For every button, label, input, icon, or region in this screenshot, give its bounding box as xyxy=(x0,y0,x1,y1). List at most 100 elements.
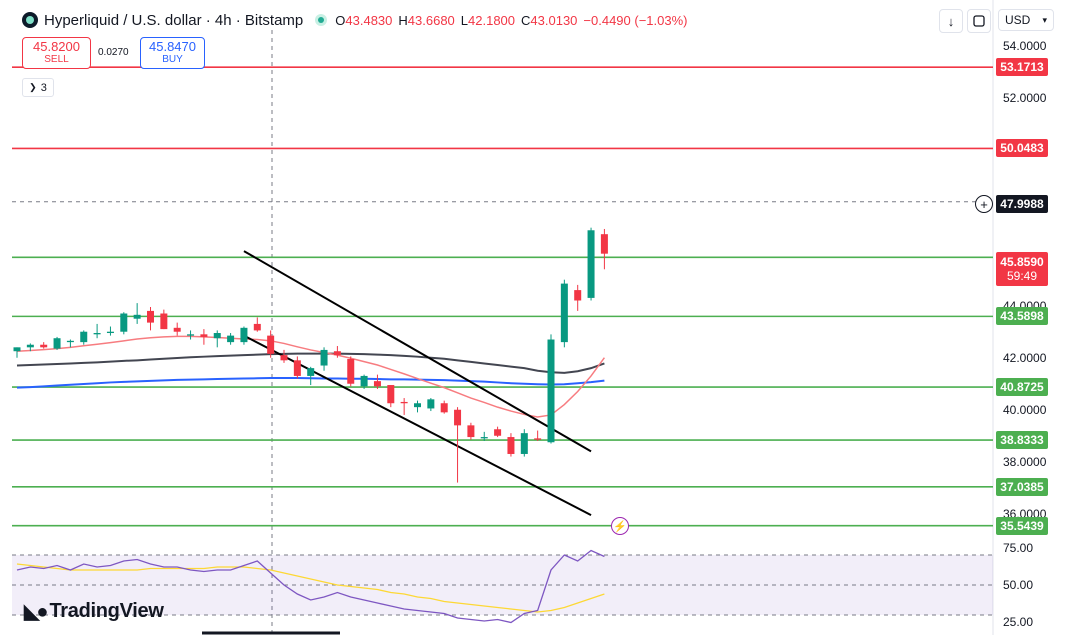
candle xyxy=(414,400,421,413)
candle-body xyxy=(373,381,381,387)
candle-body xyxy=(480,437,488,439)
sell-button[interactable]: 45.8200 SELL xyxy=(22,37,91,69)
crosshair-price-tag: 47.9988 xyxy=(996,195,1048,213)
buy-button[interactable]: 45.8470 BUY xyxy=(140,37,205,69)
currency-select[interactable]: USD ▾ xyxy=(998,9,1054,31)
candle xyxy=(120,312,128,335)
candle xyxy=(534,430,542,441)
candle xyxy=(494,426,502,438)
current-price-tag: 45.8590 59:49 xyxy=(996,252,1048,286)
candle xyxy=(200,329,208,345)
candle xyxy=(53,336,61,350)
candle-body xyxy=(253,323,261,331)
candle xyxy=(293,356,301,379)
oscillator-tick-label: 50.00 xyxy=(1003,578,1034,592)
candle-body xyxy=(213,333,221,339)
screenshot-button[interactable] xyxy=(967,9,991,33)
bar-countdown: 59:49 xyxy=(1006,269,1038,283)
candle-body xyxy=(440,403,448,413)
candle xyxy=(320,347,328,371)
ohlc-high: H43.6680 xyxy=(398,12,455,28)
rsi-line xyxy=(16,549,605,624)
candle xyxy=(427,398,435,412)
candle xyxy=(40,342,48,349)
symbol-title[interactable]: Hyperliquid / U.S. dollar · 4h · Bitstam… xyxy=(44,11,304,29)
lightning-icon[interactable]: ⚡ xyxy=(611,517,629,535)
candle-body xyxy=(173,327,181,332)
candle-body xyxy=(26,344,34,348)
candle-body xyxy=(240,327,248,343)
indicator-count: 3 xyxy=(40,81,47,94)
sell-price: 45.8200 xyxy=(33,39,80,54)
candle-body xyxy=(587,230,595,298)
candle xyxy=(454,407,462,483)
ohlc-low: L42.1800 xyxy=(460,12,516,28)
sell-label: SELL xyxy=(44,54,69,65)
indicators-toggle[interactable]: ❯ 3 xyxy=(22,78,54,97)
candle-body xyxy=(40,344,48,348)
candle xyxy=(26,343,34,352)
candle xyxy=(467,422,475,440)
oscillator-pane xyxy=(12,549,993,624)
candle-body xyxy=(520,433,528,454)
candle xyxy=(347,356,355,387)
candle-body xyxy=(13,347,21,352)
support-price-tag: 37.0385 xyxy=(996,477,1048,496)
oscillator-tick-label: 75.00 xyxy=(1003,540,1034,555)
tradingview-logo[interactable]: ◣● TradingView xyxy=(24,599,164,623)
candle-body xyxy=(360,375,368,387)
ma-fast-line xyxy=(16,335,606,418)
candle xyxy=(547,334,555,444)
candle-body xyxy=(560,283,568,343)
candle-body xyxy=(160,313,168,330)
channel-upper-line xyxy=(243,250,592,453)
frame-icon xyxy=(973,15,985,27)
currency-value: USD xyxy=(1005,13,1031,27)
candle-body xyxy=(547,339,555,443)
candle-body xyxy=(534,438,542,440)
horizontal-levels xyxy=(12,66,993,527)
support-price-tag: 40.8725 xyxy=(996,378,1048,397)
candle xyxy=(507,433,515,457)
candle-body xyxy=(427,399,435,409)
chevron-icon: ❯ xyxy=(29,82,37,92)
candle-body xyxy=(454,409,462,426)
candle-body xyxy=(133,314,141,319)
download-button[interactable]: ↓ xyxy=(939,9,963,33)
candle xyxy=(133,303,141,324)
oscillator-tick-label: 25.00 xyxy=(1003,615,1034,629)
candle xyxy=(333,346,341,358)
market-open-icon xyxy=(315,14,328,26)
candle xyxy=(227,333,235,345)
candle-body xyxy=(200,334,208,337)
candle xyxy=(560,279,568,348)
price-tick-label: 38.0000 xyxy=(1003,454,1047,469)
plus-icon[interactable]: + xyxy=(975,195,993,213)
candle xyxy=(80,330,88,345)
arrow-down-icon: ↓ xyxy=(947,13,955,29)
candle-body xyxy=(267,335,275,354)
tradingview-mark-icon: ◣● xyxy=(24,600,49,623)
current-price: 45.8590 xyxy=(1000,255,1044,269)
candle-body xyxy=(120,313,128,332)
candle-body xyxy=(320,349,328,366)
candle xyxy=(187,330,195,340)
candle xyxy=(400,398,408,415)
candle xyxy=(587,227,595,301)
channel-lower-line xyxy=(243,334,592,516)
candle-body xyxy=(347,359,355,384)
ma-mid-line xyxy=(16,352,605,374)
symbol-header[interactable]: Hyperliquid / U.S. dollar · 4h · Bitstam… xyxy=(22,10,687,30)
support-price-tag: 38.8333 xyxy=(996,431,1048,450)
candle xyxy=(307,366,315,386)
candle-body xyxy=(80,331,88,343)
candle xyxy=(440,400,448,414)
ohlc-open: O43.4830 xyxy=(335,12,393,28)
candle xyxy=(574,284,582,311)
candle-body xyxy=(507,437,515,454)
candle-body xyxy=(66,340,74,343)
candle xyxy=(173,322,181,336)
candle xyxy=(93,323,101,339)
